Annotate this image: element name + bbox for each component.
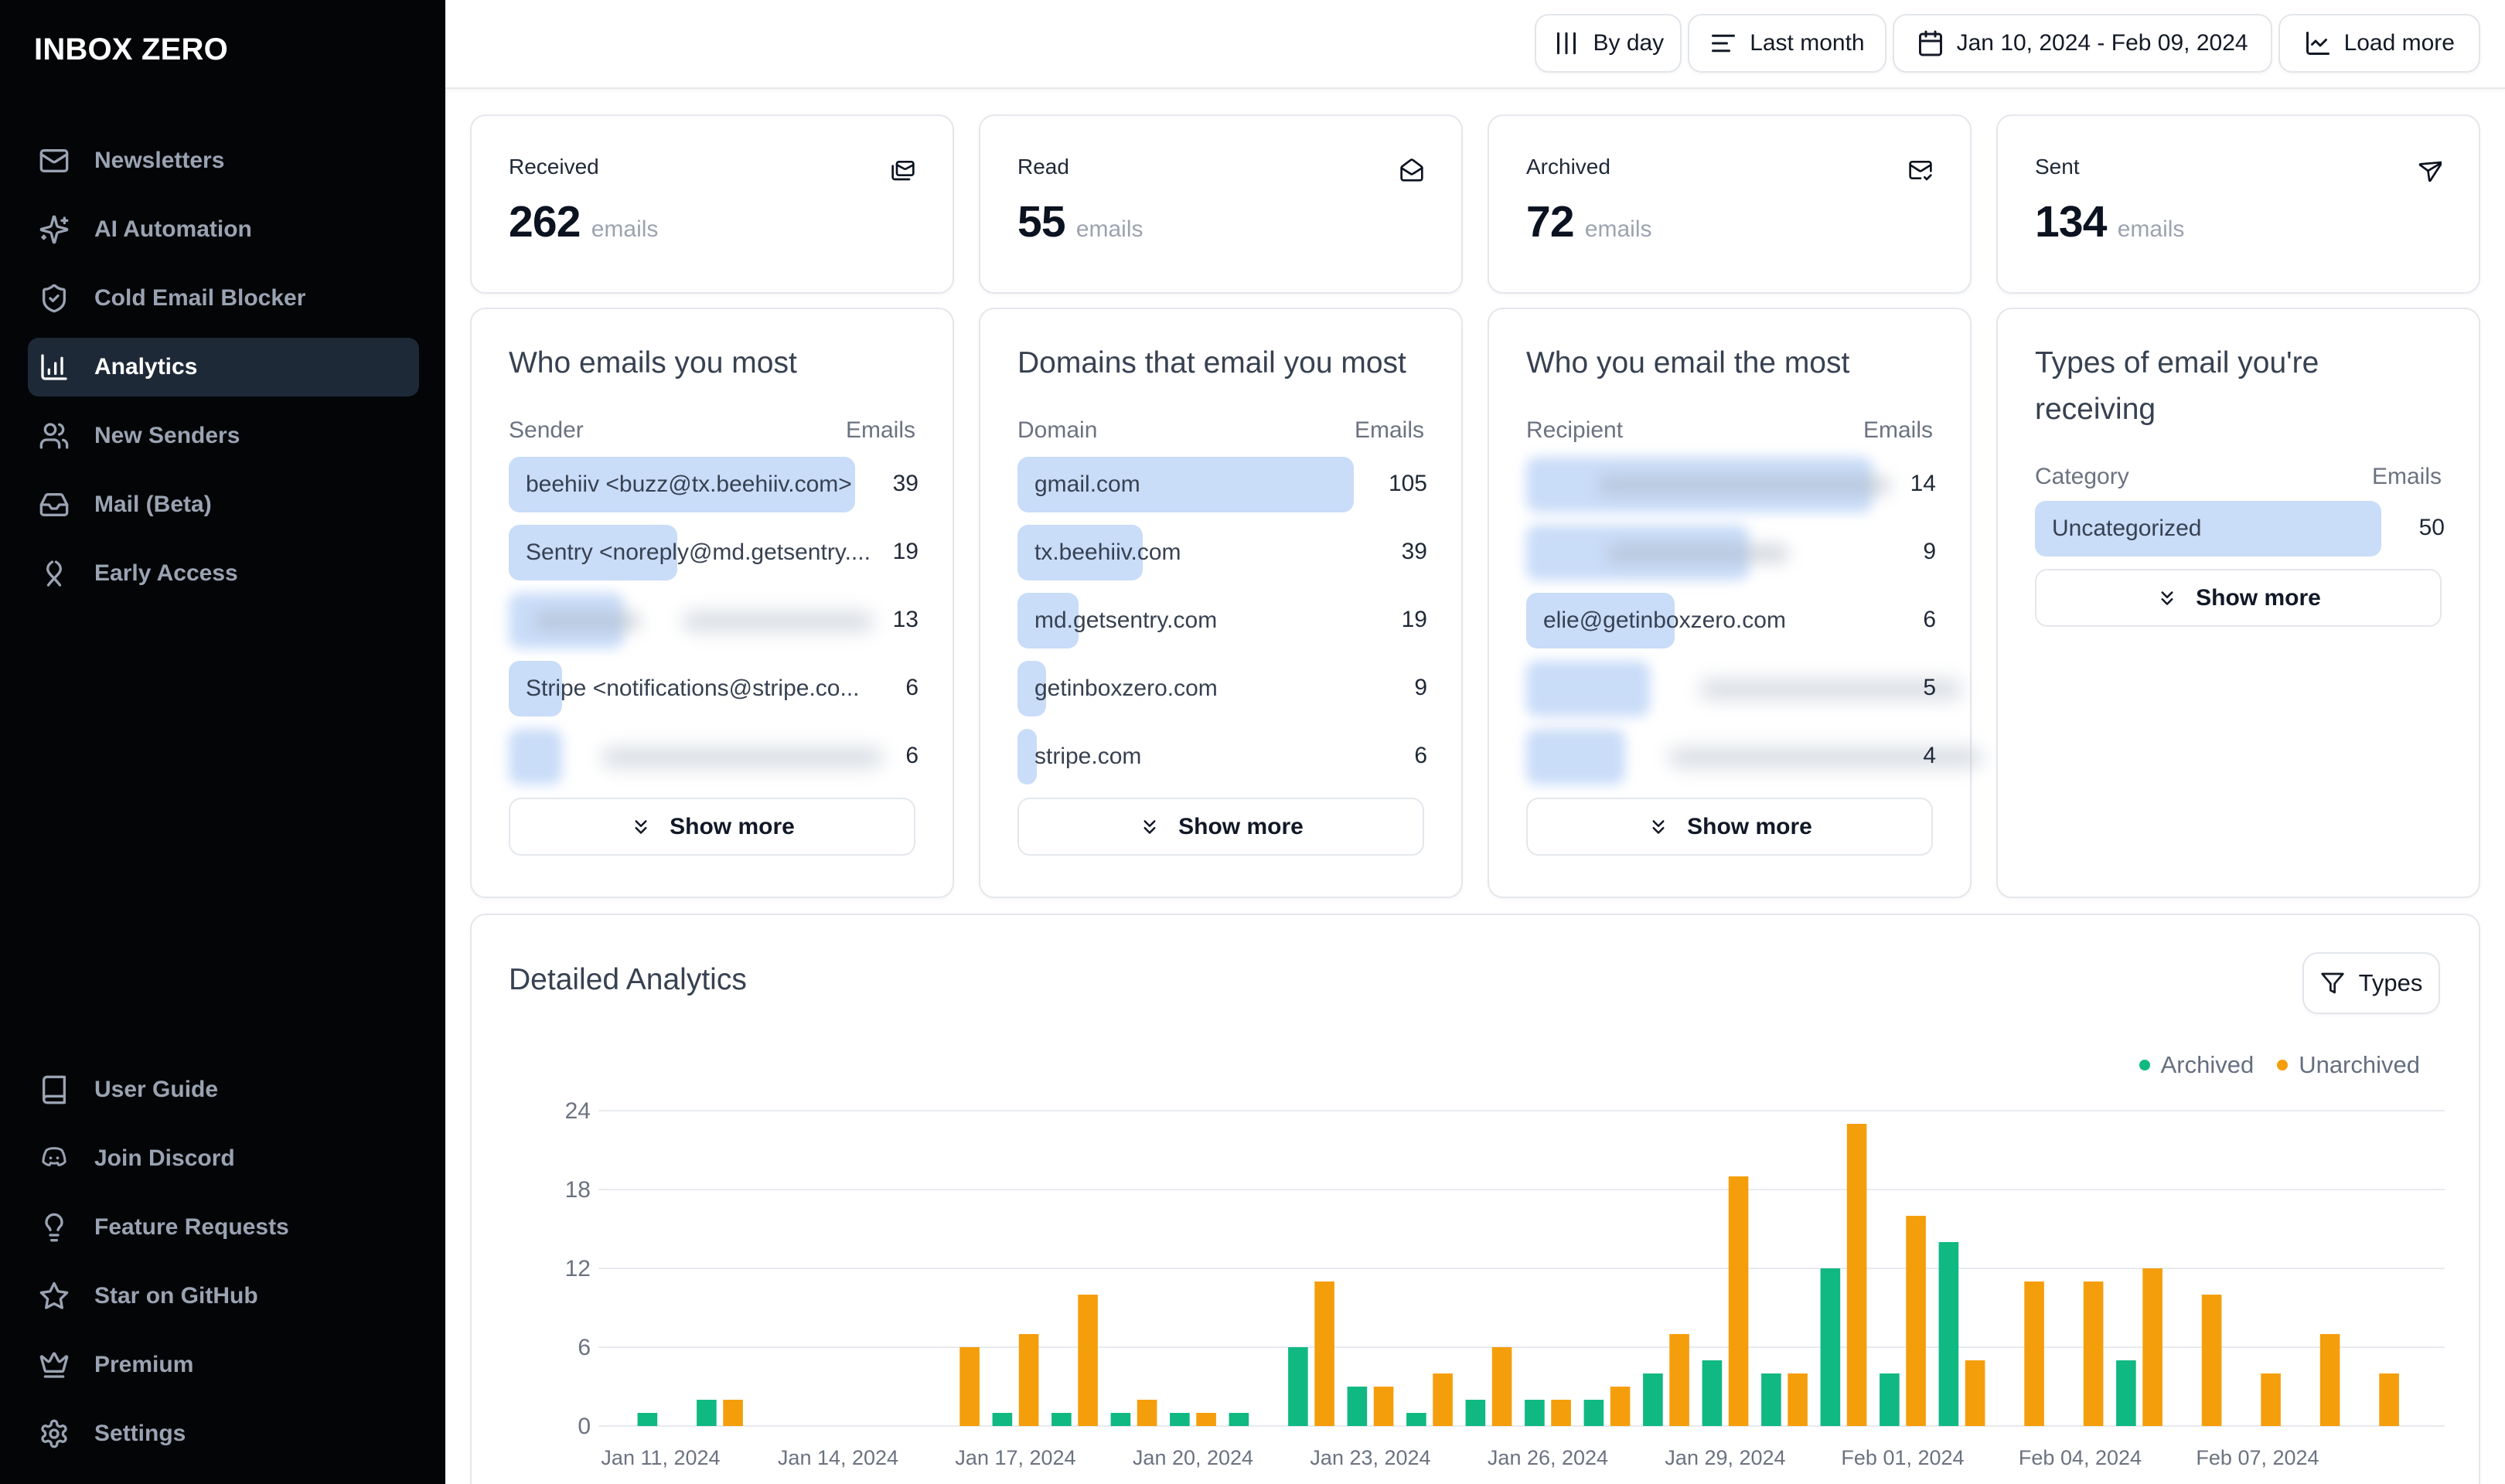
svg-text:12: 12	[565, 1256, 591, 1281]
svg-text:Jan 20, 2024: Jan 20, 2024	[1133, 1446, 1253, 1469]
svg-text:Jan 26, 2024: Jan 26, 2024	[1488, 1446, 1608, 1469]
svg-text:0: 0	[578, 1414, 591, 1439]
svg-text:18: 18	[565, 1177, 591, 1203]
svg-text:Feb 01, 2024: Feb 01, 2024	[1841, 1446, 1964, 1469]
svg-text:6: 6	[578, 1335, 591, 1360]
svg-text:Feb 04, 2024: Feb 04, 2024	[2019, 1446, 2142, 1469]
svg-text:Jan 23, 2024: Jan 23, 2024	[1310, 1446, 1430, 1469]
svg-text:Jan 17, 2024: Jan 17, 2024	[955, 1446, 1075, 1469]
svg-text:Feb 07, 2024: Feb 07, 2024	[2196, 1446, 2319, 1469]
svg-text:24: 24	[565, 1098, 591, 1124]
svg-text:Jan 14, 2024: Jan 14, 2024	[778, 1446, 898, 1469]
svg-text:Jan 11, 2024: Jan 11, 2024	[601, 1446, 720, 1469]
svg-text:Jan 29, 2024: Jan 29, 2024	[1665, 1446, 1785, 1469]
